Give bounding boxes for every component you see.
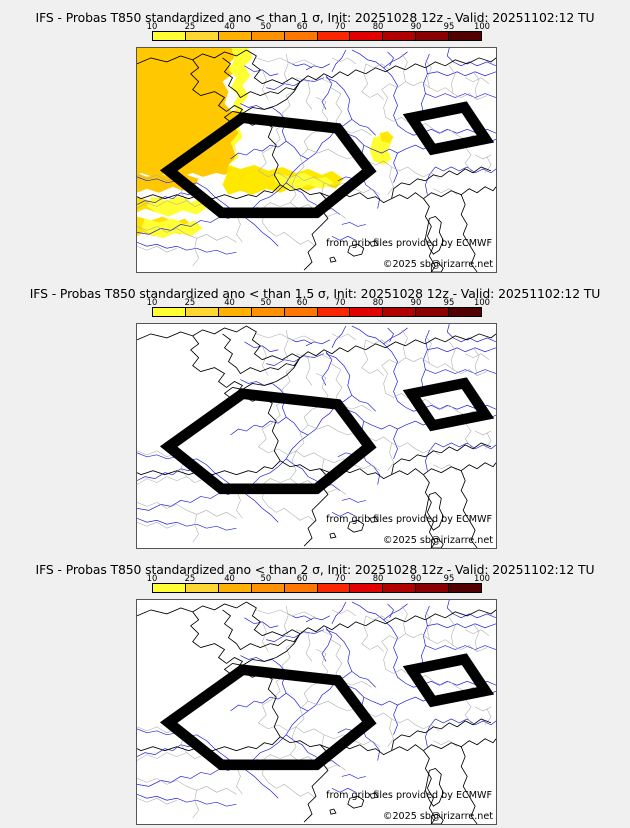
colorbar-segment-1 <box>185 308 219 316</box>
colorbar-segment-1 <box>185 584 219 592</box>
ecmwf-credit-1: from grib files provided by ECMWF <box>326 238 492 249</box>
map-svg-2 <box>137 324 496 548</box>
colorbar-1: 10 25 40 50 60 70 80 90 95 100 <box>147 21 490 41</box>
colorbar-segment-0 <box>153 584 186 592</box>
colorbar-segment-4 <box>284 32 318 40</box>
coastline-layer <box>137 49 496 272</box>
colorbar-segment-9 <box>449 308 482 316</box>
colorbar-tick-80: 80 <box>372 297 384 307</box>
copyright-credit-2: ©2025 sb@irizarre.net <box>382 535 493 546</box>
colorbar-segment-5 <box>317 308 351 316</box>
colorbar-tick-40: 40 <box>224 573 235 583</box>
colorbar-segment-3 <box>251 308 285 316</box>
colorbar-segment-1 <box>185 32 219 40</box>
colorbar-segment-8 <box>416 308 450 316</box>
copyright-credit-1: ©2025 sb@irizarre.net <box>382 259 493 270</box>
panel-title-2: IFS - Probas T850 standardized ano < tha… <box>29 286 601 301</box>
colorbar-tick-25: 25 <box>184 21 196 31</box>
colorbar-tick-80: 80 <box>372 21 384 31</box>
colorbar-segment-6 <box>350 584 384 592</box>
colorbar-tick-40: 40 <box>224 297 235 307</box>
colorbar-tick-80: 80 <box>372 573 384 583</box>
island-decoration-icon <box>159 377 495 495</box>
map-svg-1 <box>137 48 496 272</box>
map-svg-3 <box>137 600 496 824</box>
colorbar-ticks-3: 10 25 40 50 60 70 80 90 95 100 <box>147 573 490 583</box>
colorbar-segment-9 <box>449 584 482 592</box>
map-canvas-2[interactable]: from grib files provided by ECMWF ©2025 … <box>136 323 497 549</box>
colorbar-segment-6 <box>350 308 384 316</box>
colorbar-segment-2 <box>218 32 252 40</box>
ecmwf-credit-2: from grib files provided by ECMWF <box>326 514 492 525</box>
colorbar-tick-10: 10 <box>146 297 158 307</box>
colorbar-tick-70: 70 <box>334 573 346 583</box>
colorbar-tick-50: 50 <box>260 297 272 307</box>
colorbar-ticks-2: 10 25 40 50 60 70 80 90 95 100 <box>147 297 490 307</box>
colorbar-tick-95: 95 <box>443 21 455 31</box>
colorbar-tick-60: 60 <box>296 573 308 583</box>
colorbar-tick-100: 100 <box>474 297 490 307</box>
colorbar-segment-4 <box>284 308 318 316</box>
colorbar-tick-25: 25 <box>184 297 196 307</box>
forecast-panel-3: IFS - Probas T850 standardized ano < tha… <box>0 552 630 828</box>
colorbar-tick-95: 95 <box>443 573 455 583</box>
colorbar-2: 10 25 40 50 60 70 80 90 95 100 <box>147 297 490 317</box>
colorbar-segment-5 <box>317 584 351 592</box>
colorbar-tick-40: 40 <box>224 21 235 31</box>
colorbar-tick-10: 10 <box>146 573 158 583</box>
colorbar-segment-4 <box>284 584 318 592</box>
colorbar-segment-5 <box>317 32 351 40</box>
colorbar-tick-90: 90 <box>410 573 422 583</box>
colorbar-segment-9 <box>449 32 482 40</box>
probability-shading <box>137 48 394 239</box>
copyright-credit-3: ©2025 sb@irizarre.net <box>382 811 493 822</box>
colorbar-segment-7 <box>383 308 417 316</box>
colorbar-segment-0 <box>153 32 186 40</box>
colorbar-gradient-1 <box>152 31 482 41</box>
colorbar-tick-100: 100 <box>474 21 490 31</box>
colorbar-gradient-3 <box>152 583 482 593</box>
colorbar-tick-60: 60 <box>296 21 308 31</box>
forecast-panel-2: IFS - Probas T850 standardized ano < tha… <box>0 276 630 552</box>
colorbar-tick-60: 60 <box>296 297 308 307</box>
colorbar-tick-25: 25 <box>184 573 196 583</box>
colorbar-segment-7 <box>383 584 417 592</box>
colorbar-segment-2 <box>218 584 252 592</box>
colorbar-segment-0 <box>153 308 186 316</box>
panel-title-3: IFS - Probas T850 standardized ano < tha… <box>35 562 595 577</box>
colorbar-segment-2 <box>218 308 252 316</box>
ecmwf-credit-3: from grib files provided by ECMWF <box>326 790 492 801</box>
colorbar-segment-8 <box>416 584 450 592</box>
island-decoration-icon <box>159 101 495 219</box>
colorbar-gradient-2 <box>152 307 482 317</box>
map-canvas-3[interactable]: from grib files provided by ECMWF ©2025 … <box>136 599 497 825</box>
colorbar-tick-100: 100 <box>474 573 490 583</box>
colorbar-tick-70: 70 <box>334 297 346 307</box>
colorbar-3: 10 25 40 50 60 70 80 90 95 100 <box>147 573 490 593</box>
map-canvas-1[interactable]: from grib files provided by ECMWF ©2025 … <box>136 47 497 273</box>
colorbar-tick-90: 90 <box>410 21 422 31</box>
panel-title-1: IFS - Probas T850 standardized ano < tha… <box>35 10 595 25</box>
colorbar-segment-6 <box>350 32 384 40</box>
island-decoration-icon <box>159 653 495 771</box>
coastline-layer <box>137 601 496 824</box>
colorbar-tick-95: 95 <box>443 297 455 307</box>
colorbar-tick-50: 50 <box>260 573 272 583</box>
forecast-panel-1: IFS - Probas T850 standardized ano < tha… <box>0 0 630 276</box>
colorbar-tick-10: 10 <box>146 21 158 31</box>
colorbar-tick-90: 90 <box>410 297 422 307</box>
colorbar-tick-70: 70 <box>334 21 346 31</box>
colorbar-tick-50: 50 <box>260 21 272 31</box>
colorbar-ticks-1: 10 25 40 50 60 70 80 90 95 100 <box>147 21 490 31</box>
coastline-layer <box>137 325 496 548</box>
colorbar-segment-8 <box>416 32 450 40</box>
colorbar-segment-3 <box>251 32 285 40</box>
colorbar-segment-3 <box>251 584 285 592</box>
colorbar-segment-7 <box>383 32 417 40</box>
